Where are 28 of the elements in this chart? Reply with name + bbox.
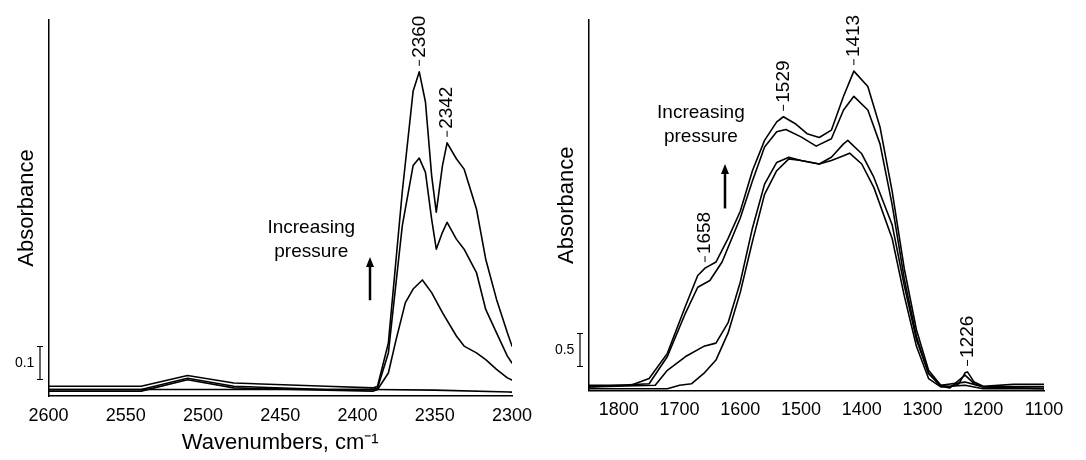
text: 0.1 bbox=[13, 354, 35, 370]
x-tick-label: 1400 bbox=[841, 399, 882, 420]
x-tick-label: 2300 bbox=[491, 404, 533, 425]
annotation: 1658 bbox=[693, 211, 715, 255]
x-axis-title: Wavenumbers, cm⁻¹ bbox=[181, 428, 379, 454]
x-tick-label: 1500 bbox=[780, 399, 822, 420]
x-tick-label: 1100 bbox=[1024, 399, 1064, 420]
annotation: 1529 bbox=[771, 60, 793, 103]
x-tick-label: 2450 bbox=[260, 404, 301, 425]
x-tick-label: 2600 bbox=[28, 404, 69, 425]
x-tick-label: 2350 bbox=[414, 404, 455, 425]
text: 0.5 bbox=[553, 341, 575, 358]
x-tick-label: 2550 bbox=[105, 404, 146, 425]
x-tick-label: 1800 bbox=[598, 399, 639, 420]
x-tick-label: 1600 bbox=[720, 399, 761, 420]
x-tick-label: 2500 bbox=[182, 404, 223, 425]
annotation: Increasing pressure bbox=[266, 214, 357, 263]
annotation: 2342 bbox=[435, 86, 457, 129]
x-tick-label: 1700 bbox=[659, 399, 700, 420]
y-axis-title: Absorbance bbox=[13, 149, 39, 267]
x-tick-label: 2400 bbox=[337, 404, 378, 425]
annotation: Increasing pressure bbox=[656, 99, 746, 148]
annotation: 2360 bbox=[407, 15, 429, 58]
annotation: 1413 bbox=[842, 14, 864, 58]
y-axis-title: Absorbance bbox=[553, 146, 579, 264]
annotation: 1226 bbox=[955, 315, 977, 358]
x-tick-label: 1300 bbox=[902, 399, 943, 420]
x-tick-label: 1200 bbox=[963, 399, 1004, 420]
